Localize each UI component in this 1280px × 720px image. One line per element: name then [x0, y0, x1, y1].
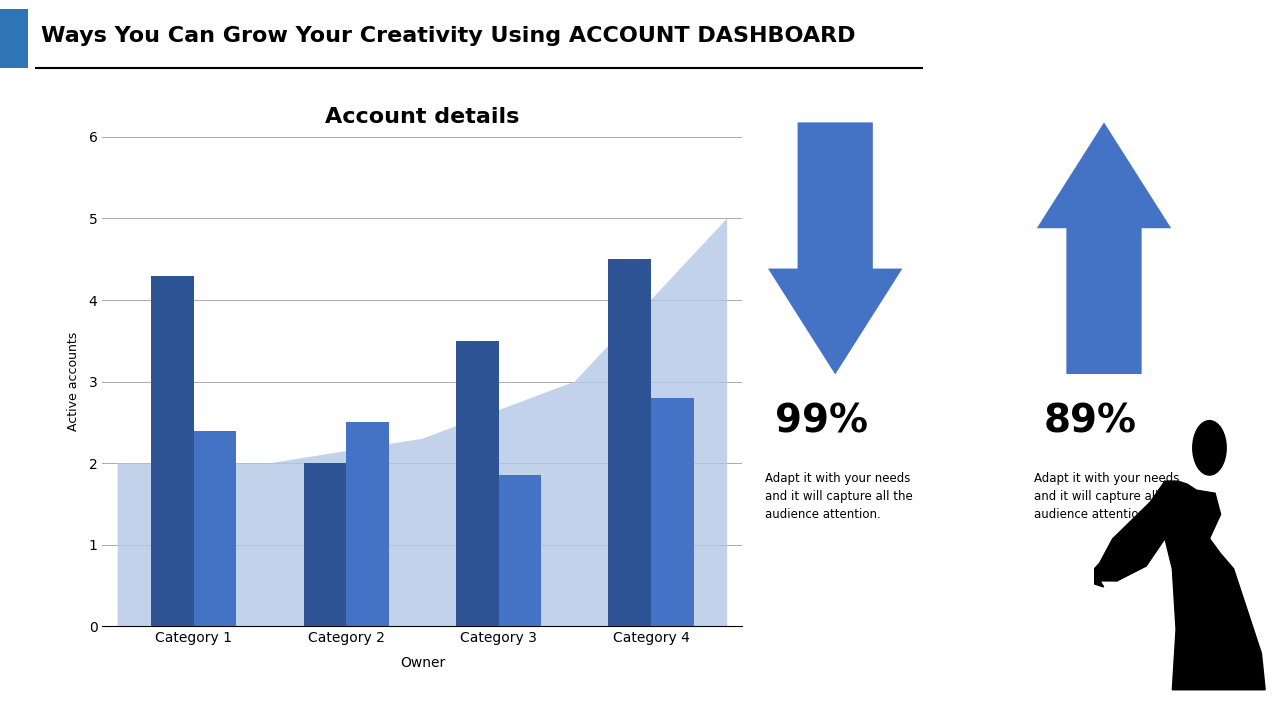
Text: 89%: 89% — [1044, 402, 1137, 440]
Bar — [303, 463, 346, 626]
Bar — [193, 431, 237, 626]
X-axis label: Owner: Owner — [399, 657, 445, 670]
Polygon shape — [768, 122, 902, 374]
Polygon shape — [1037, 122, 1171, 374]
Bar — [652, 398, 694, 626]
Bar — [151, 276, 193, 626]
Y-axis label: Active accounts: Active accounts — [68, 332, 81, 431]
Text: Ways You Can Grow Your Creativity Using ACCOUNT DASHBOARD: Ways You Can Grow Your Creativity Using … — [41, 26, 855, 46]
Bar — [608, 259, 652, 626]
Polygon shape — [1100, 481, 1265, 690]
Bar — [456, 341, 499, 626]
Text: Adapt it with your needs
and it will capture all the
audience attention.: Adapt it with your needs and it will cap… — [1034, 472, 1181, 521]
Bar — [346, 423, 389, 626]
Title: Account details: Account details — [325, 107, 520, 127]
Bar — [499, 475, 541, 626]
Polygon shape — [118, 218, 727, 626]
Circle shape — [1193, 420, 1226, 475]
Text: 99%: 99% — [776, 402, 868, 440]
Polygon shape — [1085, 539, 1147, 587]
Text: Adapt it with your needs
and it will capture all the
audience attention.: Adapt it with your needs and it will cap… — [765, 472, 913, 521]
